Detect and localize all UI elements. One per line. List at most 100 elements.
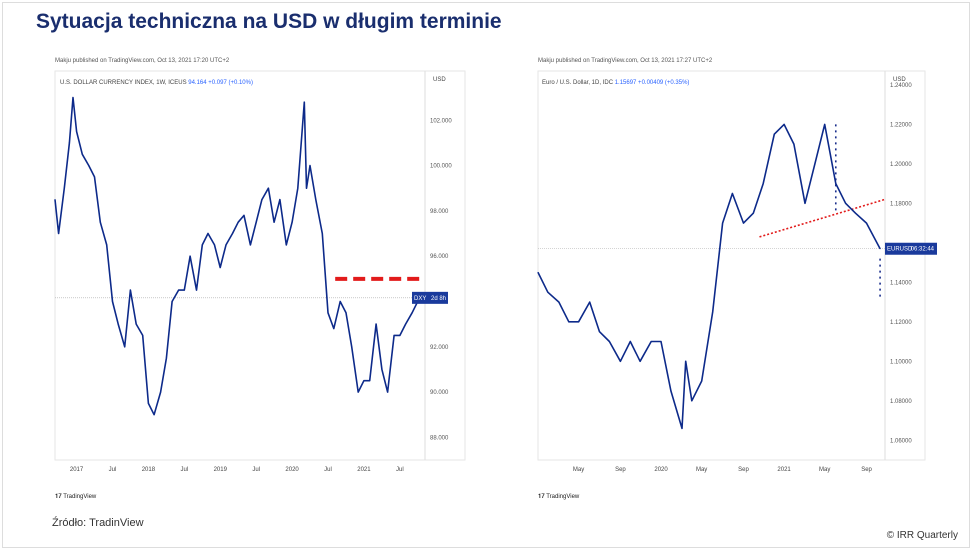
data-point (171, 300, 173, 302)
x-tick-label: May (819, 467, 830, 473)
data-point (345, 312, 347, 314)
x-tick-label: 2020 (285, 467, 299, 473)
source-note: Źródło: TradinView (52, 517, 144, 529)
data-point (207, 233, 209, 235)
data-point (804, 202, 806, 204)
data-point (681, 427, 683, 429)
x-tick-label: 2021 (777, 467, 791, 473)
published-note: Makju published on TradingView.com, Oct … (55, 58, 230, 64)
x-tick-label: 2021 (357, 467, 371, 473)
plot-area (54, 70, 466, 461)
data-point (793, 143, 795, 145)
data-point (393, 334, 395, 336)
data-point (321, 233, 323, 235)
data-point (866, 222, 868, 224)
y-tick-label: 1.08000 (890, 399, 912, 405)
data-point (399, 334, 401, 336)
y-tick-label: 1.10000 (890, 359, 912, 365)
data-point (81, 153, 83, 155)
data-point (261, 199, 263, 201)
y-tick-label: 102.000 (430, 118, 452, 124)
data-point (315, 199, 317, 201)
data-point (824, 123, 826, 125)
data-point (375, 323, 377, 325)
data-point (712, 311, 714, 313)
data-point (660, 341, 662, 343)
data-point (135, 323, 137, 325)
data-point (213, 244, 215, 246)
data-point (124, 346, 126, 348)
data-point (196, 289, 198, 291)
legend: U.S. DOLLAR CURRENCY INDEX, 1W, ICEUS 94… (60, 80, 253, 86)
price-timer: 06:32:44 (911, 247, 935, 253)
data-point (189, 255, 191, 257)
data-point (814, 163, 816, 165)
y-tick-label: 1.24000 (890, 83, 912, 89)
y-tick-label: 1.20000 (890, 162, 912, 168)
price-label-box (885, 242, 937, 255)
x-tick-label: Jul (324, 467, 332, 473)
data-point (599, 331, 601, 333)
data-point (54, 199, 56, 201)
data-point (405, 323, 407, 325)
x-tick-label: 2020 (654, 467, 668, 473)
data-point (255, 221, 257, 223)
data-point (225, 244, 227, 246)
data-point (537, 271, 539, 273)
data-point (691, 400, 693, 402)
data-point (387, 391, 389, 393)
data-point (178, 289, 180, 291)
data-point (547, 291, 549, 293)
data-point (589, 301, 591, 303)
data-point (685, 360, 687, 362)
y-tick-label: 100.000 (430, 164, 452, 170)
x-tick-label: Jul (180, 467, 188, 473)
x-tick-label: Jul (396, 467, 404, 473)
page-title: Sytuacja techniczna na USD w długim term… (36, 10, 502, 33)
data-point (249, 244, 251, 246)
data-point (327, 312, 329, 314)
x-tick-label: Sep (615, 467, 626, 473)
data-point (117, 323, 119, 325)
data-point (357, 391, 359, 393)
x-tick-label: 2017 (70, 467, 84, 473)
data-point (381, 368, 383, 370)
data-point (106, 244, 108, 246)
data-point (201, 244, 203, 246)
x-tick-label: 2019 (214, 467, 228, 473)
data-point (650, 341, 652, 343)
data-point (183, 289, 185, 291)
data-point (333, 328, 335, 330)
data-point (411, 312, 413, 314)
y-tick-label: 1.14000 (890, 280, 912, 286)
legend: Euro / U.S. Dollar, 1D, IDC 1.15697 +0.0… (542, 80, 689, 86)
data-point (153, 414, 155, 416)
published-note: Makju published on TradingView.com, Oct … (538, 58, 713, 64)
currency-label: USD (433, 77, 446, 83)
x-tick-label: May (696, 467, 707, 473)
data-point (722, 222, 724, 224)
data-point (160, 391, 162, 393)
x-tick-label: Jul (252, 467, 260, 473)
data-point (701, 380, 703, 382)
data-point (363, 380, 365, 382)
x-tick-label: 2018 (142, 467, 156, 473)
data-point (773, 133, 775, 135)
data-point (237, 221, 239, 223)
data-point (129, 289, 131, 291)
price-label-box (412, 291, 448, 304)
data-point (742, 222, 744, 224)
data-point (273, 221, 275, 223)
data-point (845, 202, 847, 204)
data-point (111, 300, 113, 302)
y-tick-label: 98.000 (430, 209, 449, 215)
data-point (147, 402, 149, 404)
chart-1: Makju published on TradingView.com, Oct … (537, 58, 937, 500)
legend-symbol: Euro / U.S. Dollar, 1D, IDC (542, 80, 615, 86)
data-point (578, 321, 580, 323)
y-tick-label: 92.000 (430, 345, 449, 351)
data-point (629, 341, 631, 343)
data-point (285, 244, 287, 246)
data-point (309, 165, 311, 167)
